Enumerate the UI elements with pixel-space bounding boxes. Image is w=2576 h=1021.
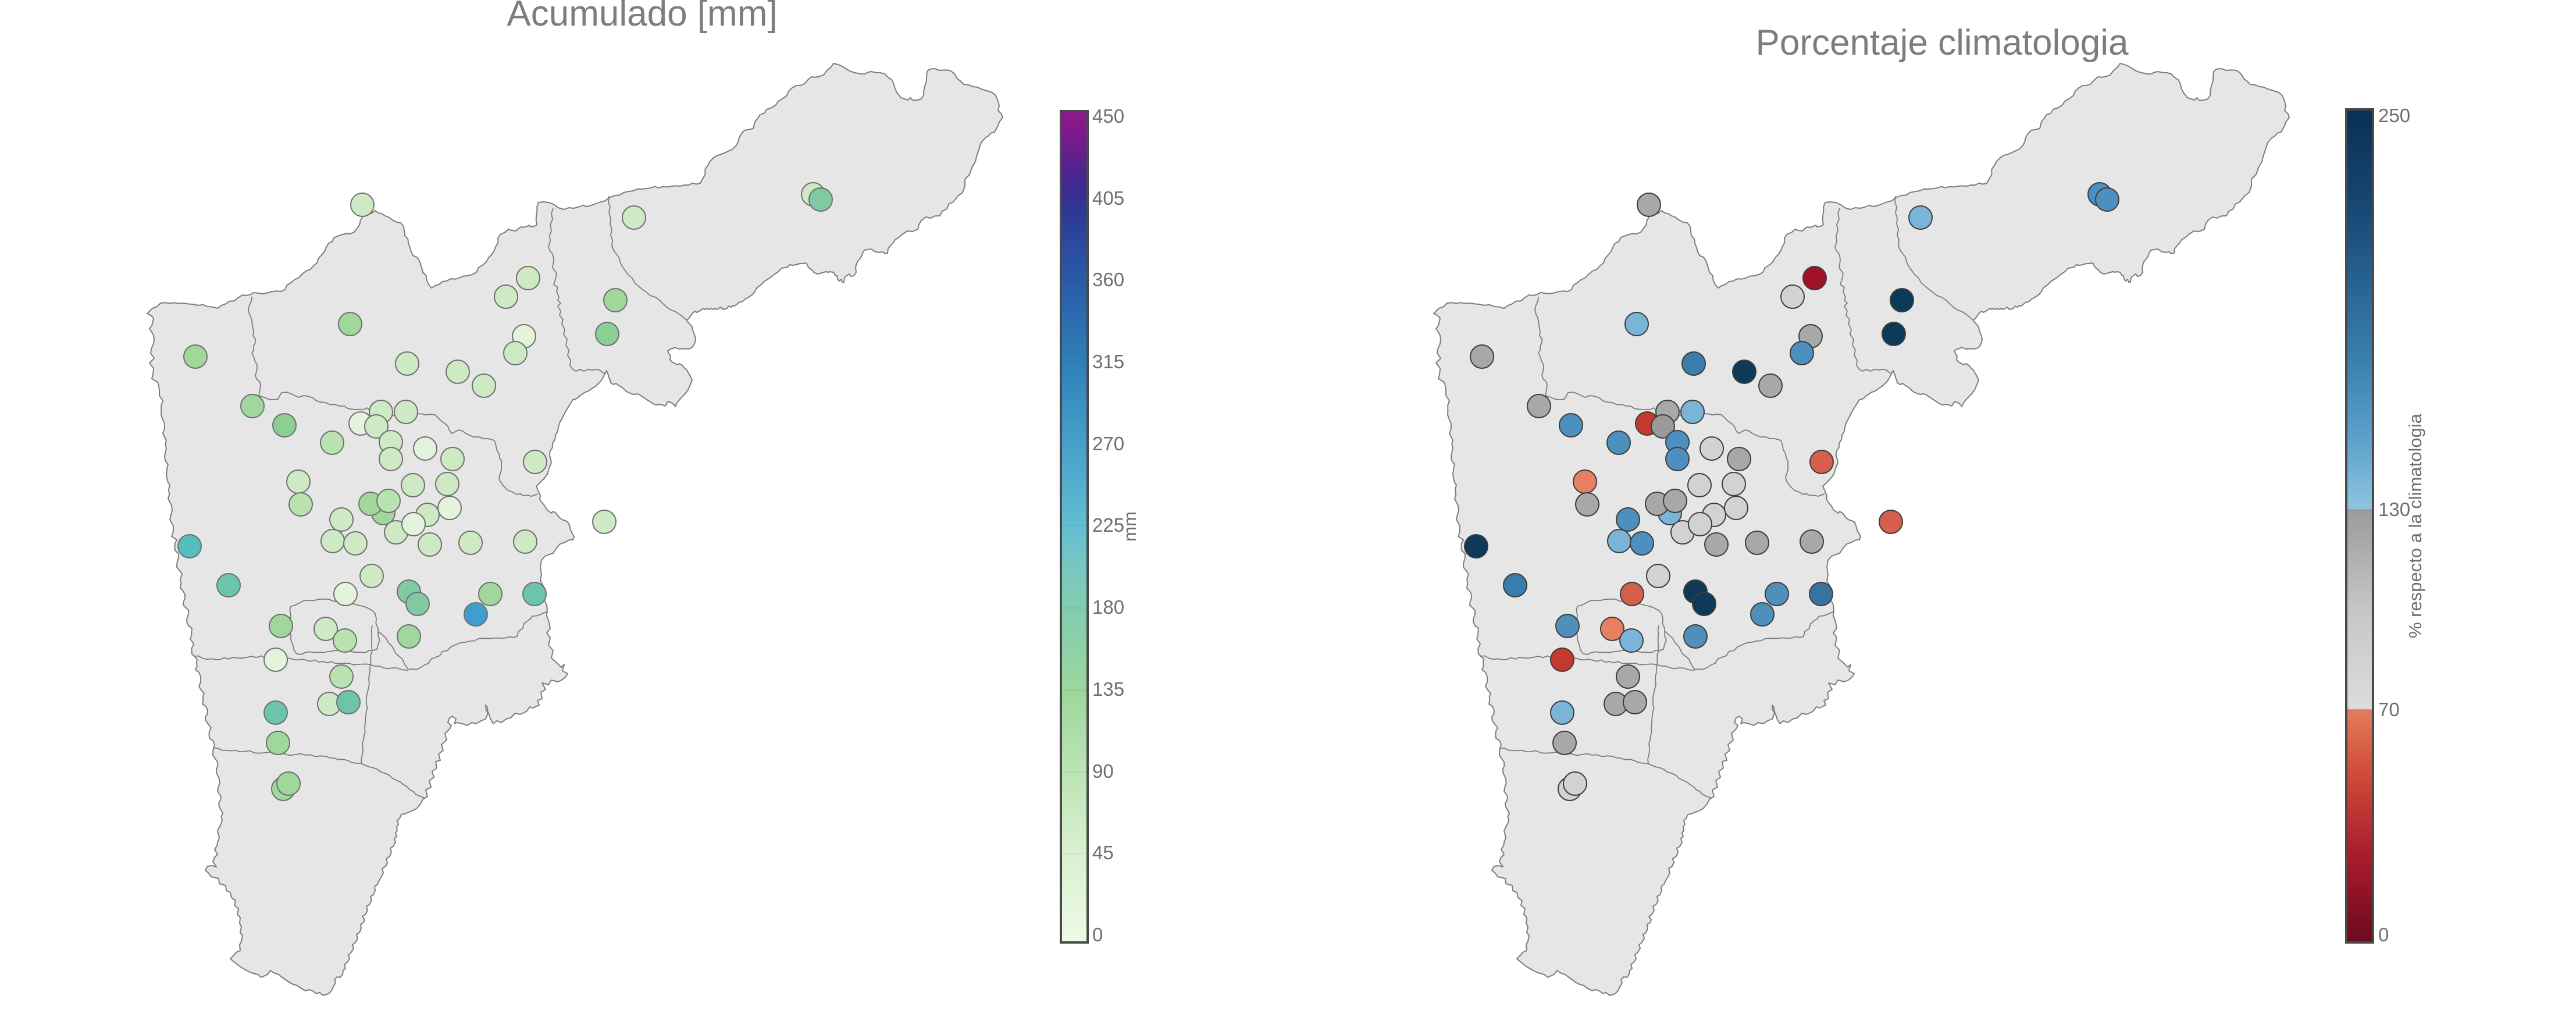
svg-text:% respecto a la climatologia: % respecto a la climatologia bbox=[2405, 413, 2425, 638]
svg-text:315: 315 bbox=[1092, 351, 1124, 372]
svg-text:130: 130 bbox=[2378, 499, 2410, 520]
svg-text:90: 90 bbox=[1092, 760, 1114, 782]
svg-text:135: 135 bbox=[1092, 678, 1124, 700]
svg-text:Porcentaje climatologia: Porcentaje climatologia bbox=[1755, 23, 2129, 63]
svg-text:225: 225 bbox=[1092, 514, 1124, 536]
svg-text:405: 405 bbox=[1092, 187, 1124, 209]
svg-text:270: 270 bbox=[1092, 433, 1124, 454]
svg-text:360: 360 bbox=[1092, 269, 1124, 290]
svg-text:0: 0 bbox=[1092, 924, 1103, 945]
svg-text:0: 0 bbox=[2378, 924, 2389, 945]
svg-text:Acumulado [mm]: Acumulado [mm] bbox=[507, 0, 777, 34]
svg-text:180: 180 bbox=[1092, 596, 1124, 618]
svg-text:45: 45 bbox=[1092, 842, 1114, 863]
svg-text:250: 250 bbox=[2378, 105, 2410, 126]
svg-text:mm: mm bbox=[1120, 511, 1140, 542]
svg-text:450: 450 bbox=[1092, 105, 1124, 127]
svg-text:70: 70 bbox=[2378, 699, 2400, 720]
